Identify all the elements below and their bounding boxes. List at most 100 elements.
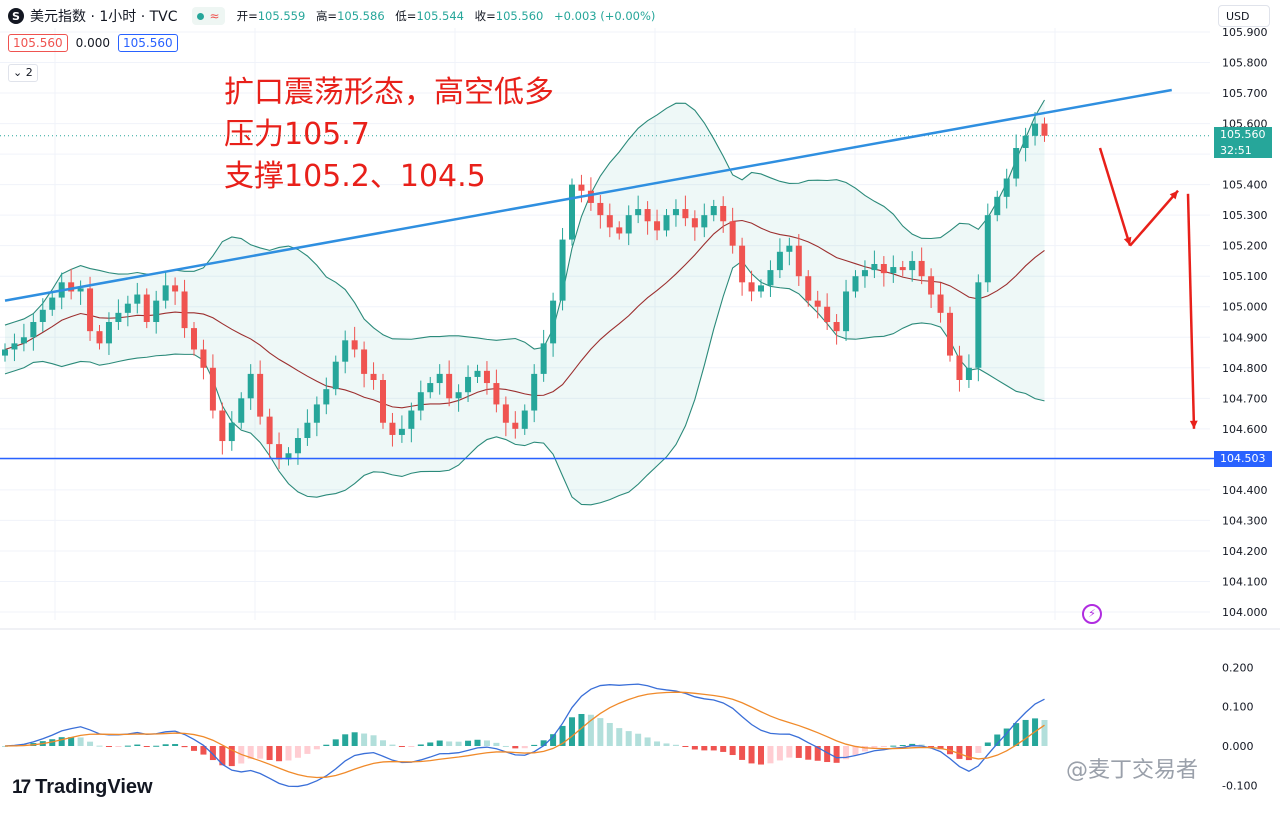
candle-body	[824, 306, 831, 322]
macd-histogram-bar	[824, 746, 831, 763]
candle-body	[625, 215, 632, 234]
resistance-trendline	[4, 88, 1172, 302]
macd-histogram-bar	[748, 746, 755, 764]
price-axis-tick: 104.000	[1222, 606, 1268, 619]
candle-body	[172, 285, 179, 292]
macd-histogram-bar	[616, 728, 623, 746]
candle-body	[880, 264, 887, 274]
bollinger-band-fill	[5, 99, 1045, 505]
macd-histogram-bar	[937, 746, 944, 750]
price-axis-tick: 105.400	[1222, 179, 1268, 192]
candle-body	[342, 340, 349, 362]
macd-histogram-bar	[758, 746, 764, 765]
macd-histogram-bar	[786, 746, 793, 758]
high-label: 高=	[315, 9, 338, 23]
support-price-label: 104.503	[1214, 451, 1272, 467]
candle-body	[569, 184, 575, 240]
macd-histogram-bar	[682, 746, 689, 747]
macd-histogram-bar	[162, 744, 169, 746]
candle-body	[701, 215, 708, 228]
candle-body	[465, 376, 472, 393]
macd-histogram-bar	[294, 746, 301, 758]
macd-histogram-bar	[965, 746, 972, 761]
macd-histogram-bar	[172, 744, 179, 746]
macd-histogram-bar	[493, 742, 500, 746]
candle-body	[710, 206, 717, 216]
candle-body	[776, 251, 783, 271]
candle-body	[975, 282, 982, 368]
symbol-title[interactable]: 美元指数 · 1小时 · TVC	[30, 9, 178, 25]
last-price-label: 105.560	[1214, 127, 1272, 143]
macd-histogram-bar	[531, 744, 538, 746]
price-axis-tick: 105.100	[1222, 270, 1268, 283]
candle-body	[852, 276, 859, 292]
candle-body	[767, 270, 774, 286]
annotation-line-3: 支撑105.2、104.5	[224, 159, 486, 194]
candle-body	[578, 184, 585, 191]
macd-histogram-bar	[408, 746, 415, 747]
annotation-line-1: 扩口震荡形态，高空低多	[224, 75, 554, 110]
macd-histogram-bar	[984, 742, 991, 746]
buy-price-button[interactable]: 105.560	[117, 34, 178, 52]
candle-body	[115, 312, 122, 322]
macd-histogram-bar	[49, 739, 56, 746]
macd-histogram-bar	[663, 743, 670, 746]
indicators-toggle[interactable]: ⌄ 2	[8, 64, 38, 82]
candle-body	[720, 206, 727, 222]
macd-histogram-bar	[351, 732, 358, 746]
sell-price-button[interactable]: 105.560	[8, 34, 68, 52]
candle-body	[956, 355, 963, 380]
annotation-line-2: 压力105.7	[224, 117, 370, 152]
candle-body	[521, 410, 528, 429]
candle-body	[606, 215, 613, 228]
macd-histogram-bar	[153, 745, 160, 747]
price-axis-tick: 105.700	[1222, 87, 1268, 100]
candle-body	[20, 337, 27, 344]
macd-histogram-bar	[975, 746, 982, 753]
candle-body	[257, 373, 264, 417]
candle-body	[351, 340, 358, 350]
candle-body	[994, 196, 1001, 216]
currency-select[interactable]: USD	[1218, 5, 1270, 27]
macd-histogram-bar	[512, 746, 519, 749]
candle-body	[672, 209, 679, 216]
candle-body	[909, 260, 916, 271]
candle-body	[843, 291, 850, 332]
macd-histogram-bar	[587, 714, 594, 746]
candle-body	[644, 209, 651, 222]
macd-histogram-bar	[332, 739, 339, 746]
macd-histogram-bar	[427, 742, 434, 746]
macd-histogram-bar	[729, 746, 736, 756]
candle-body	[77, 288, 84, 292]
candle-body	[805, 276, 812, 301]
close-label: 收=	[474, 9, 496, 23]
macd-histogram-bar	[767, 746, 774, 764]
candle-body	[654, 221, 661, 231]
macd-histogram-bar	[417, 744, 424, 746]
low-label: 低=	[395, 9, 417, 23]
market-status[interactable]: ≈	[191, 7, 225, 25]
candle-body	[502, 404, 509, 423]
candle-body	[861, 270, 868, 277]
tradingview-logo[interactable]: 17 TradingView	[12, 776, 153, 799]
indicator-axis-tick: 0.100	[1222, 701, 1254, 714]
macd-histogram-bar	[691, 746, 698, 750]
candle-body	[748, 282, 755, 292]
symbol-logo-icon[interactable]: S	[8, 8, 24, 24]
candle-body	[200, 349, 207, 368]
macd-histogram-bar	[597, 718, 604, 746]
candle-body	[143, 294, 150, 322]
projection-arrowhead-2	[1169, 190, 1178, 200]
lightning-icon[interactable]: ⚡	[1082, 604, 1102, 624]
candle-body	[380, 380, 386, 423]
candle-body	[635, 209, 642, 216]
open-value: 105.559	[257, 9, 306, 23]
projection-arrowhead-1	[1123, 236, 1132, 246]
macd-histogram-bar	[956, 746, 963, 759]
macd-histogram-bar	[68, 737, 75, 746]
price-axis-tick: 104.700	[1222, 392, 1268, 405]
bollinger-basis-line	[4, 219, 1045, 409]
candle-body	[937, 294, 944, 313]
price-axis-tick: 104.300	[1222, 514, 1268, 527]
